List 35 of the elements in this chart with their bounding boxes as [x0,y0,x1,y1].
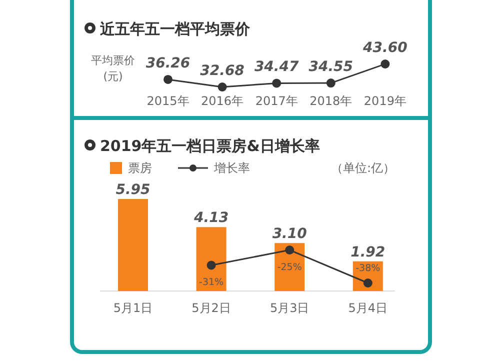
data-label: 36.26 [146,55,190,72]
x-tick-label: 5月3日 [270,301,310,315]
x-tick-label: 2017年 [255,94,298,108]
data-label: 4.13 [193,210,229,226]
data-label: 1.92 [350,244,386,260]
data-label: 3.10 [272,226,308,242]
data-label: 43.60 [362,40,408,56]
x-tick-label: 2016年 [201,94,244,108]
x-tick-label: 5月2日 [192,301,231,315]
data-label: -25% [277,262,302,273]
data-label: 5.95 [116,182,151,198]
point [272,78,282,88]
data-label: 34.55 [308,59,354,76]
point [326,78,336,88]
data-label: 32.68 [200,63,245,79]
chart-title: 近五年五一档平均票价 [99,20,251,38]
legend-label: 增长率 [213,161,250,175]
text: （单位:亿） [330,161,395,175]
x-tick-label: 2019年 [364,94,406,108]
bar [118,199,148,291]
point [380,60,390,68]
y-axis-title: 平均票价 (元) [91,54,135,83]
data-label: -38% [356,263,380,274]
data-label: -31% [199,277,224,288]
x-tick-label: 2015年 [146,94,190,108]
bar [274,243,305,291]
x-tick-label: 5月1日 [113,301,153,315]
bar [196,227,226,291]
legend-label: 票房 [128,161,152,175]
x-tick-label: 5月4日 [348,301,388,315]
data-label: 34.47 [254,59,299,76]
point [164,74,172,84]
x-tick-label: 2018年 [310,94,352,108]
chart-title: 2019年五一档日票房&日增长率 [100,137,320,155]
point [218,82,227,92]
